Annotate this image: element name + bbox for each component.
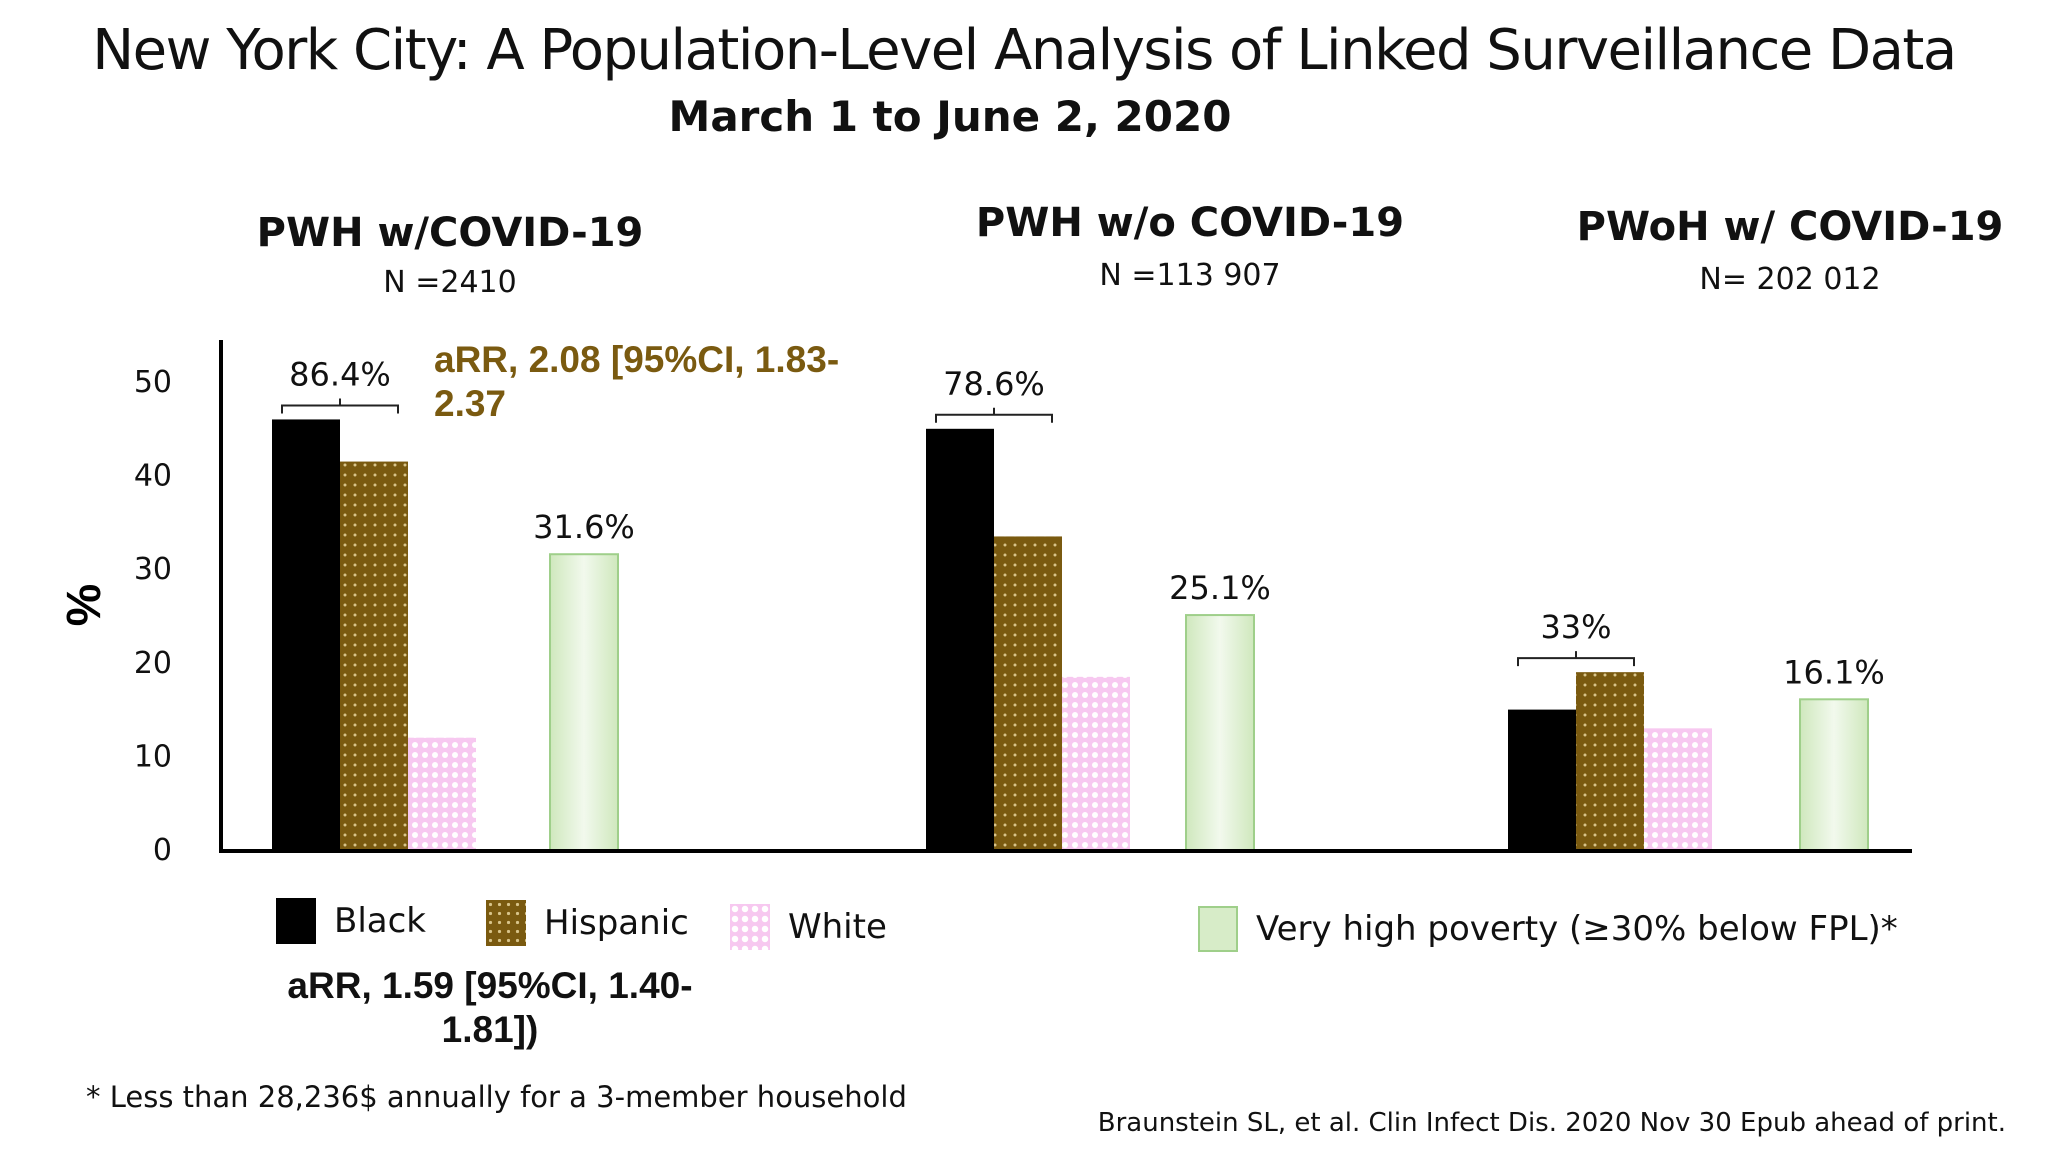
group-n-pwh-without-covid: N =113 907 — [1099, 258, 1281, 293]
poverty-value-label-pwh-with-covid: 31.6% — [533, 508, 635, 546]
legend-swatch-poverty — [1198, 906, 1238, 952]
bracket-pwh-without-covid — [935, 407, 1053, 423]
legend-white: White — [730, 904, 887, 950]
citation: Braunstein SL, et al. Clin Infect Dis. 2… — [1097, 1108, 2006, 1138]
bracket-label-pwh-with-covid: 86.4% — [289, 355, 391, 393]
bar-hispanic-pwoh-with-covid — [1576, 672, 1644, 850]
bracket-pwoh-with-covid — [1517, 651, 1635, 667]
group-n-pwh-with-covid: N =2410 — [383, 265, 517, 300]
y-tick-label-10: 10 — [134, 739, 172, 774]
legend-swatch-hispanic — [486, 900, 526, 946]
group-title-pwh-with-covid: PWH w/COVID-19 — [256, 210, 644, 256]
y-tick-label-40: 40 — [134, 459, 172, 494]
y-tick-label-0: 0 — [153, 833, 172, 868]
legend-swatch-black — [276, 898, 316, 944]
chart-subtitle: March 1 to June 2, 2020 — [668, 92, 1232, 141]
chart-title: New York City: A Population-Level Analys… — [92, 18, 1957, 83]
bracket-label-pwh-without-covid: 78.6% — [943, 365, 1045, 403]
footnote: * Less than 28,236$ annually for a 3-mem… — [86, 1080, 907, 1114]
bar-black-pwh-without-covid — [926, 428, 994, 850]
legend-label-poverty: Very high poverty (≥30% below FPL)* — [1256, 909, 1898, 949]
bar-black-pwh-with-covid — [272, 419, 340, 850]
legend-label-white: White — [788, 907, 887, 947]
bar-poverty-pwh-with-covid — [549, 553, 619, 851]
legend-label-black: Black — [334, 901, 426, 941]
bracket-pwh-with-covid — [281, 398, 399, 414]
y-axis-label: % — [58, 584, 111, 627]
group-title-pwoh-with-covid: PWoH w/ COVID-19 — [1576, 204, 2004, 250]
legend-poverty: Very high poverty (≥30% below FPL)* — [1198, 906, 1898, 952]
legend-black: Black — [276, 898, 426, 944]
y-tick-label-50: 50 — [134, 365, 172, 400]
bracket-label-pwoh-with-covid: 33% — [1540, 608, 1611, 646]
legend-label-hispanic: Hispanic — [544, 903, 689, 943]
group-n-pwoh-with-covid: N= 202 012 — [1699, 262, 1881, 297]
bar-labels: 31.6% 86.4% 25.1% 78.6% 16.1% 33% — [281, 355, 1885, 691]
legend-swatch-white — [730, 904, 770, 950]
bar-white-pwh-with-covid — [408, 737, 476, 850]
bars — [272, 419, 1869, 852]
hispanic-arr-annotation: aRR, 2.08 [95%CI, 1.83- 2.37 — [434, 339, 840, 424]
poverty-value-label-pwh-without-covid: 25.1% — [1169, 569, 1271, 607]
bar-white-pwoh-with-covid — [1644, 728, 1712, 850]
poverty-value-label-pwoh-with-covid: 16.1% — [1783, 653, 1885, 691]
black-arr-annotation: aRR, 1.59 [95%CI, 1.40- 1.81]) — [287, 965, 693, 1050]
y-tick-label-30: 30 — [134, 552, 172, 587]
legend-hispanic: Hispanic — [486, 900, 689, 946]
y-axis-ticks: 0 10 20 30 40 50 — [134, 365, 172, 868]
bar-poverty-pwh-without-covid — [1185, 614, 1255, 852]
bar-hispanic-pwh-with-covid — [340, 461, 408, 850]
bar-white-pwh-without-covid — [1062, 676, 1130, 850]
bar-poverty-pwoh-with-covid — [1799, 698, 1869, 852]
group-title-pwh-without-covid: PWH w/o COVID-19 — [975, 200, 1405, 246]
bar-hispanic-pwh-without-covid — [994, 536, 1062, 850]
bar-black-pwoh-with-covid — [1508, 709, 1576, 850]
y-tick-label-20: 20 — [134, 646, 172, 681]
